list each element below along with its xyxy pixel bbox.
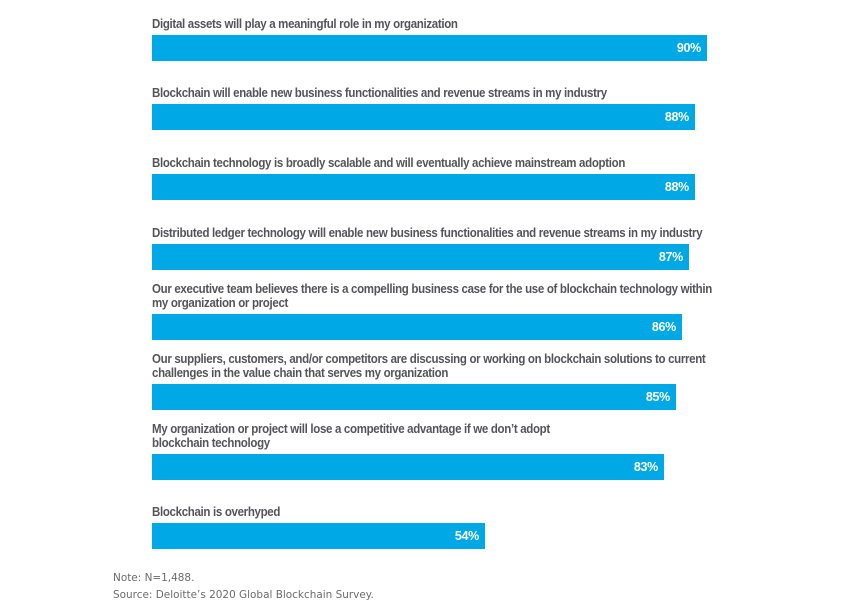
- bar-label-line: Blockchain is overhyped: [152, 505, 281, 519]
- bar-label: Blockchain technology is broadly scalabl…: [152, 156, 768, 170]
- bar: 83%: [152, 454, 664, 480]
- bar-label-line: Distributed ledger technology will enabl…: [152, 226, 703, 240]
- bar: 54%: [152, 523, 485, 549]
- bar-label: My organization or project will lose a c…: [152, 422, 768, 450]
- bar-label-line: Blockchain will enable new business func…: [152, 86, 607, 100]
- bar: 88%: [152, 174, 695, 200]
- bar: 87%: [152, 244, 689, 270]
- bar-label: Distributed ledger technology will enabl…: [152, 226, 768, 240]
- bar-label: Blockchain is overhyped: [152, 505, 768, 519]
- chart-notes: Note: N=1,488. Source: Deloitte’s 2020 G…: [113, 569, 387, 603]
- bar-value-label: 86%: [651, 320, 676, 334]
- bar-label-line: Blockchain technology is broadly scalabl…: [152, 156, 626, 170]
- horizontal-bar-chart: Digital assets will play a meaningful ro…: [152, 17, 768, 549]
- bar-label-line: my organization or project: [152, 296, 289, 310]
- bar-value-label: 85%: [645, 390, 670, 404]
- bar-label-line: Our executive team believes there is a c…: [152, 282, 712, 296]
- bar-value-label: 88%: [664, 110, 689, 124]
- source-text: Source: Deloitte’s 2020 Global Blockchai…: [113, 588, 374, 601]
- note-text: Note: N=1,488.: [113, 571, 195, 584]
- bar: 88%: [152, 104, 695, 130]
- bar-label-line: blockchain technology: [152, 436, 270, 450]
- bar-label-line: My organization or project will lose a c…: [152, 422, 550, 436]
- bar-label: Our suppliers, customers, and/or competi…: [152, 352, 768, 380]
- bar-value-label: 54%: [454, 529, 479, 543]
- bar-value-label: 87%: [658, 250, 683, 264]
- bar-label-line: Digital assets will play a meaningful ro…: [152, 17, 458, 31]
- bar-label: Digital assets will play a meaningful ro…: [152, 17, 768, 31]
- bar-label: Our executive team believes there is a c…: [152, 282, 768, 310]
- bar: 85%: [152, 384, 676, 410]
- bar-label: Blockchain will enable new business func…: [152, 86, 768, 100]
- bar-value-label: 88%: [664, 180, 689, 194]
- bar: 90%: [152, 35, 707, 61]
- bar-value-label: 90%: [676, 41, 701, 55]
- bar: 86%: [152, 314, 682, 340]
- bar-label-line: challenges in the value chain that serve…: [152, 366, 449, 380]
- bar-label-line: Our suppliers, customers, and/or competi…: [152, 352, 706, 366]
- bar-value-label: 83%: [633, 460, 658, 474]
